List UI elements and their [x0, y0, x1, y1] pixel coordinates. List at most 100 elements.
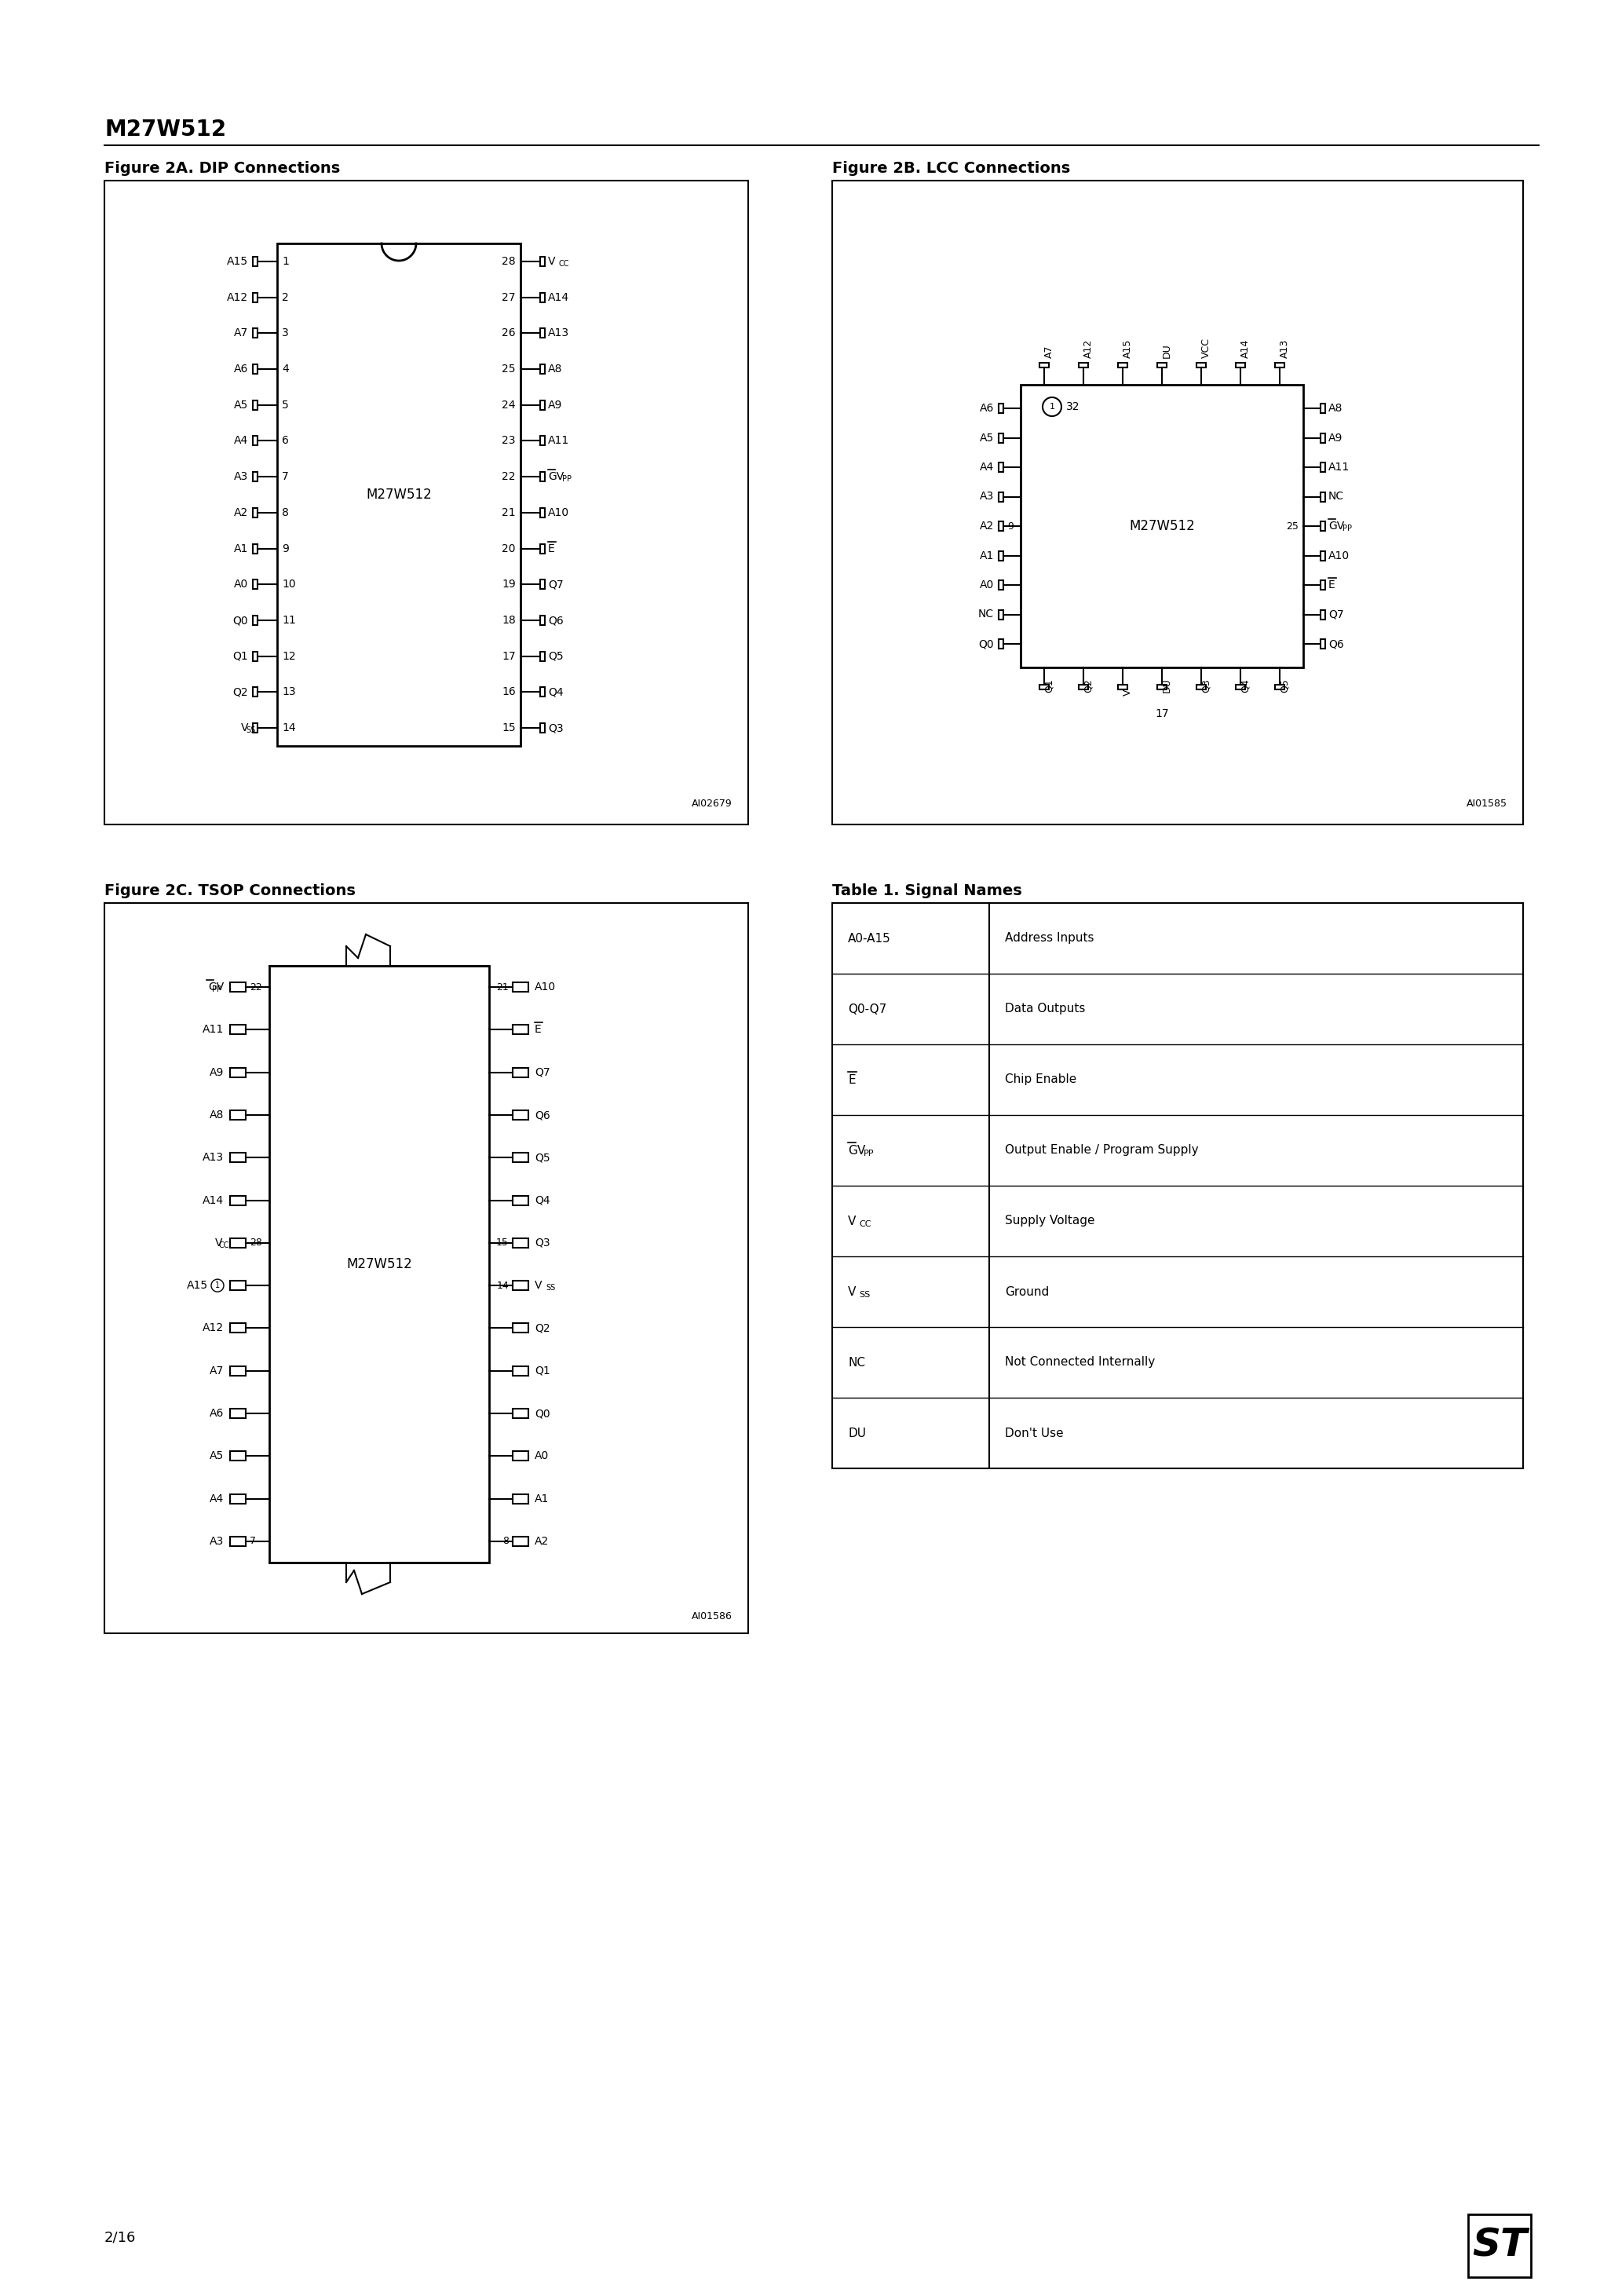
Text: 28: 28: [501, 255, 516, 266]
Text: Q1: Q1: [535, 1366, 550, 1375]
Text: A0: A0: [535, 1451, 548, 1463]
Text: Q5: Q5: [535, 1153, 550, 1164]
Bar: [230, 1495, 247, 1504]
Bar: [540, 652, 545, 661]
Text: V: V: [1122, 689, 1132, 696]
Bar: [253, 328, 258, 338]
Text: A4: A4: [980, 461, 994, 473]
Bar: [1320, 551, 1325, 560]
Text: 22: 22: [503, 471, 516, 482]
Text: Q6: Q6: [548, 615, 563, 627]
Text: Output Enable / Program Supply: Output Enable / Program Supply: [1006, 1143, 1199, 1157]
Text: A3: A3: [980, 491, 994, 503]
Text: Q1: Q1: [1045, 680, 1054, 693]
Text: A0: A0: [980, 579, 994, 590]
Text: 14: 14: [282, 723, 295, 732]
Text: PP: PP: [212, 985, 221, 994]
Text: AI01585: AI01585: [1466, 799, 1507, 808]
Bar: [540, 473, 545, 482]
Bar: [513, 1495, 529, 1504]
Text: Q6: Q6: [535, 1109, 550, 1120]
Text: 2/16: 2/16: [104, 2232, 136, 2245]
Bar: [230, 983, 247, 992]
Text: Q3: Q3: [535, 1238, 550, 1249]
Bar: [253, 615, 258, 625]
Text: A11: A11: [203, 1024, 224, 1035]
Text: Data Outputs: Data Outputs: [1006, 1003, 1085, 1015]
Text: A6: A6: [234, 363, 248, 374]
Bar: [1197, 684, 1205, 689]
Text: M27W512: M27W512: [104, 119, 225, 140]
Text: 1: 1: [1049, 402, 1054, 411]
Text: CC: CC: [860, 1219, 871, 1228]
Text: 7: 7: [282, 471, 289, 482]
Text: A15: A15: [187, 1281, 208, 1290]
Text: NC: NC: [848, 1357, 865, 1368]
Bar: [999, 611, 1004, 620]
Text: 8: 8: [282, 507, 289, 519]
Text: Ground: Ground: [1006, 1286, 1049, 1297]
Text: Don't Use: Don't Use: [1006, 1428, 1064, 1440]
Text: Q2: Q2: [1083, 680, 1093, 693]
Bar: [253, 473, 258, 482]
Text: A0-A15: A0-A15: [848, 932, 890, 944]
Bar: [1079, 684, 1088, 689]
Bar: [513, 1536, 529, 1545]
Bar: [253, 652, 258, 661]
Text: 28: 28: [250, 1238, 263, 1249]
Text: Q3: Q3: [548, 723, 563, 732]
Bar: [1320, 434, 1325, 443]
Bar: [513, 1322, 529, 1334]
Text: PP: PP: [563, 475, 571, 482]
Text: Q4: Q4: [535, 1194, 550, 1205]
Bar: [513, 1153, 529, 1162]
Bar: [999, 404, 1004, 413]
Bar: [1197, 363, 1205, 367]
Text: Address Inputs: Address Inputs: [1006, 932, 1093, 944]
Bar: [1320, 638, 1325, 647]
Text: V: V: [214, 1238, 222, 1249]
Text: Figure 2B. LCC Connections: Figure 2B. LCC Connections: [832, 161, 1071, 177]
Text: Q7: Q7: [1328, 608, 1343, 620]
Bar: [513, 1410, 529, 1419]
Bar: [1320, 461, 1325, 473]
Text: A4: A4: [209, 1492, 224, 1504]
Bar: [832, 902, 1523, 1469]
Text: E: E: [1328, 579, 1335, 590]
Text: M27W512: M27W512: [347, 1258, 412, 1272]
Bar: [513, 1024, 529, 1035]
Text: A6: A6: [209, 1407, 224, 1419]
Text: A6: A6: [980, 402, 994, 413]
Bar: [999, 491, 1004, 501]
Text: 6: 6: [282, 436, 289, 445]
Text: 1: 1: [216, 1281, 221, 1290]
Bar: [1320, 611, 1325, 620]
Bar: [1320, 581, 1325, 590]
Bar: [253, 400, 258, 409]
Bar: [999, 521, 1004, 530]
Text: A5: A5: [209, 1451, 224, 1463]
Bar: [253, 544, 258, 553]
Text: A12: A12: [1083, 340, 1093, 358]
Text: A9: A9: [1328, 432, 1343, 443]
Text: A1: A1: [234, 544, 248, 553]
Text: 32: 32: [1066, 402, 1080, 413]
Text: NC: NC: [1328, 491, 1345, 503]
Text: Q0: Q0: [535, 1407, 550, 1419]
Text: 17: 17: [501, 650, 516, 661]
Text: Q5: Q5: [1280, 680, 1289, 693]
Text: E: E: [848, 1075, 855, 1086]
Bar: [1468, 2213, 1531, 2278]
Text: Table 1. Signal Names: Table 1. Signal Names: [832, 884, 1022, 898]
Text: M27W512: M27W512: [367, 487, 431, 503]
Bar: [1236, 684, 1246, 689]
Bar: [540, 328, 545, 338]
Bar: [230, 1153, 247, 1162]
Bar: [104, 902, 748, 1632]
Text: GV: GV: [1328, 521, 1345, 533]
Text: A1: A1: [980, 551, 994, 560]
Text: A8: A8: [548, 363, 563, 374]
Text: Q5: Q5: [548, 650, 563, 661]
Bar: [1020, 386, 1302, 668]
Bar: [1275, 684, 1285, 689]
